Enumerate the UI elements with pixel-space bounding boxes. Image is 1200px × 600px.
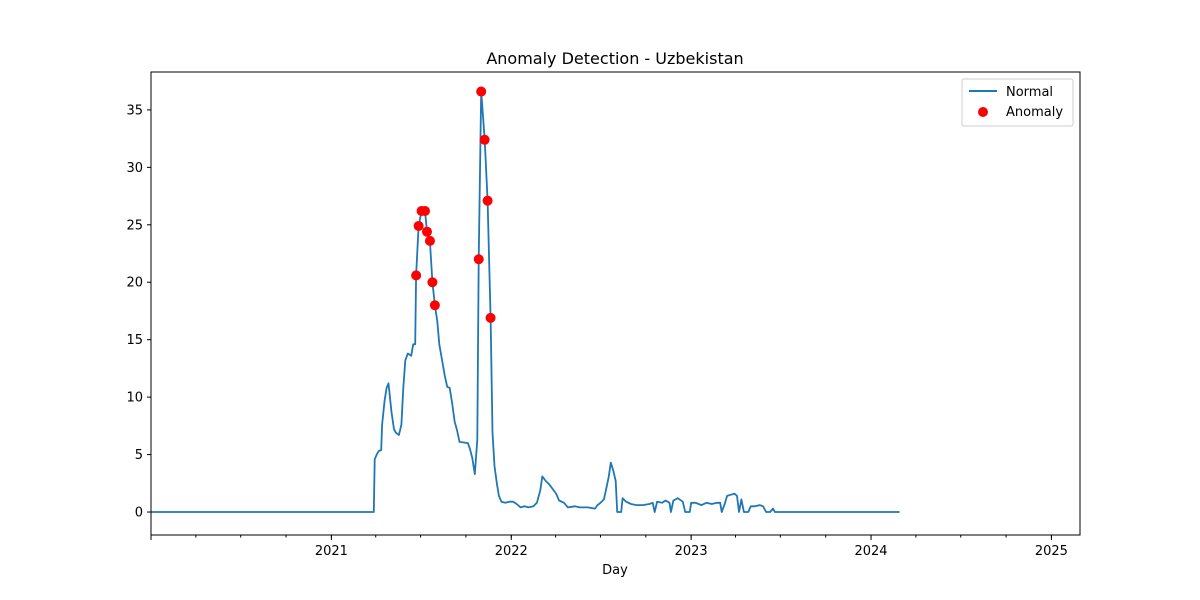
anomaly-point xyxy=(424,235,435,246)
x-axis-label: Day xyxy=(602,563,628,578)
y-tick-label: 20 xyxy=(126,276,143,291)
anomaly-point xyxy=(427,277,438,288)
anomaly-point xyxy=(420,206,431,217)
y-tick-label: 30 xyxy=(126,161,143,176)
anomaly-point xyxy=(485,312,496,323)
y-axis: 0 5 10 15 20 25 30 35 xyxy=(126,103,151,521)
anomaly-point xyxy=(429,300,440,311)
anomaly-point xyxy=(473,254,484,265)
chart-title: Anomaly Detection - Uzbekistan xyxy=(486,49,743,68)
y-tick-label: 0 xyxy=(135,506,143,521)
y-tick-label: 15 xyxy=(126,333,143,348)
series-line-normal xyxy=(151,90,900,513)
legend-label-anomaly: Anomaly xyxy=(1006,105,1063,120)
x-tick-label: 2022 xyxy=(495,544,528,559)
legend-marker-anomaly xyxy=(978,107,988,117)
anomaly-point xyxy=(411,270,422,281)
anomaly-point xyxy=(413,220,424,231)
anomaly-point xyxy=(479,134,490,145)
y-tick-label: 10 xyxy=(126,391,143,406)
y-tick-label: 5 xyxy=(135,448,143,463)
anomaly-point xyxy=(482,195,493,206)
y-tick-label: 25 xyxy=(126,218,143,233)
x-tick-label: 2024 xyxy=(854,544,887,559)
x-tick-label: 2025 xyxy=(1035,544,1068,559)
plot-area xyxy=(151,86,900,513)
anomaly-point xyxy=(421,226,432,237)
legend-label-normal: Normal xyxy=(1006,85,1053,100)
x-tick-label: 2023 xyxy=(675,544,708,559)
x-axis: 2021 2022 2023 2024 2025 xyxy=(150,535,1068,559)
anomaly-point xyxy=(476,86,487,97)
y-tick-label: 35 xyxy=(126,103,143,118)
plot-frame xyxy=(150,71,1081,536)
legend: Normal Anomaly xyxy=(961,78,1074,127)
x-tick-label: 2021 xyxy=(315,544,348,559)
